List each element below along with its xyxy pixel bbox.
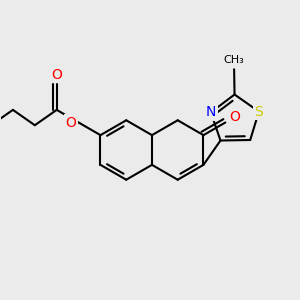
Text: CH₃: CH₃ bbox=[224, 55, 244, 65]
Text: S: S bbox=[254, 105, 263, 118]
Text: O: O bbox=[51, 68, 62, 82]
Text: O: O bbox=[229, 110, 240, 124]
Text: O: O bbox=[65, 116, 76, 130]
Text: N: N bbox=[206, 105, 216, 119]
